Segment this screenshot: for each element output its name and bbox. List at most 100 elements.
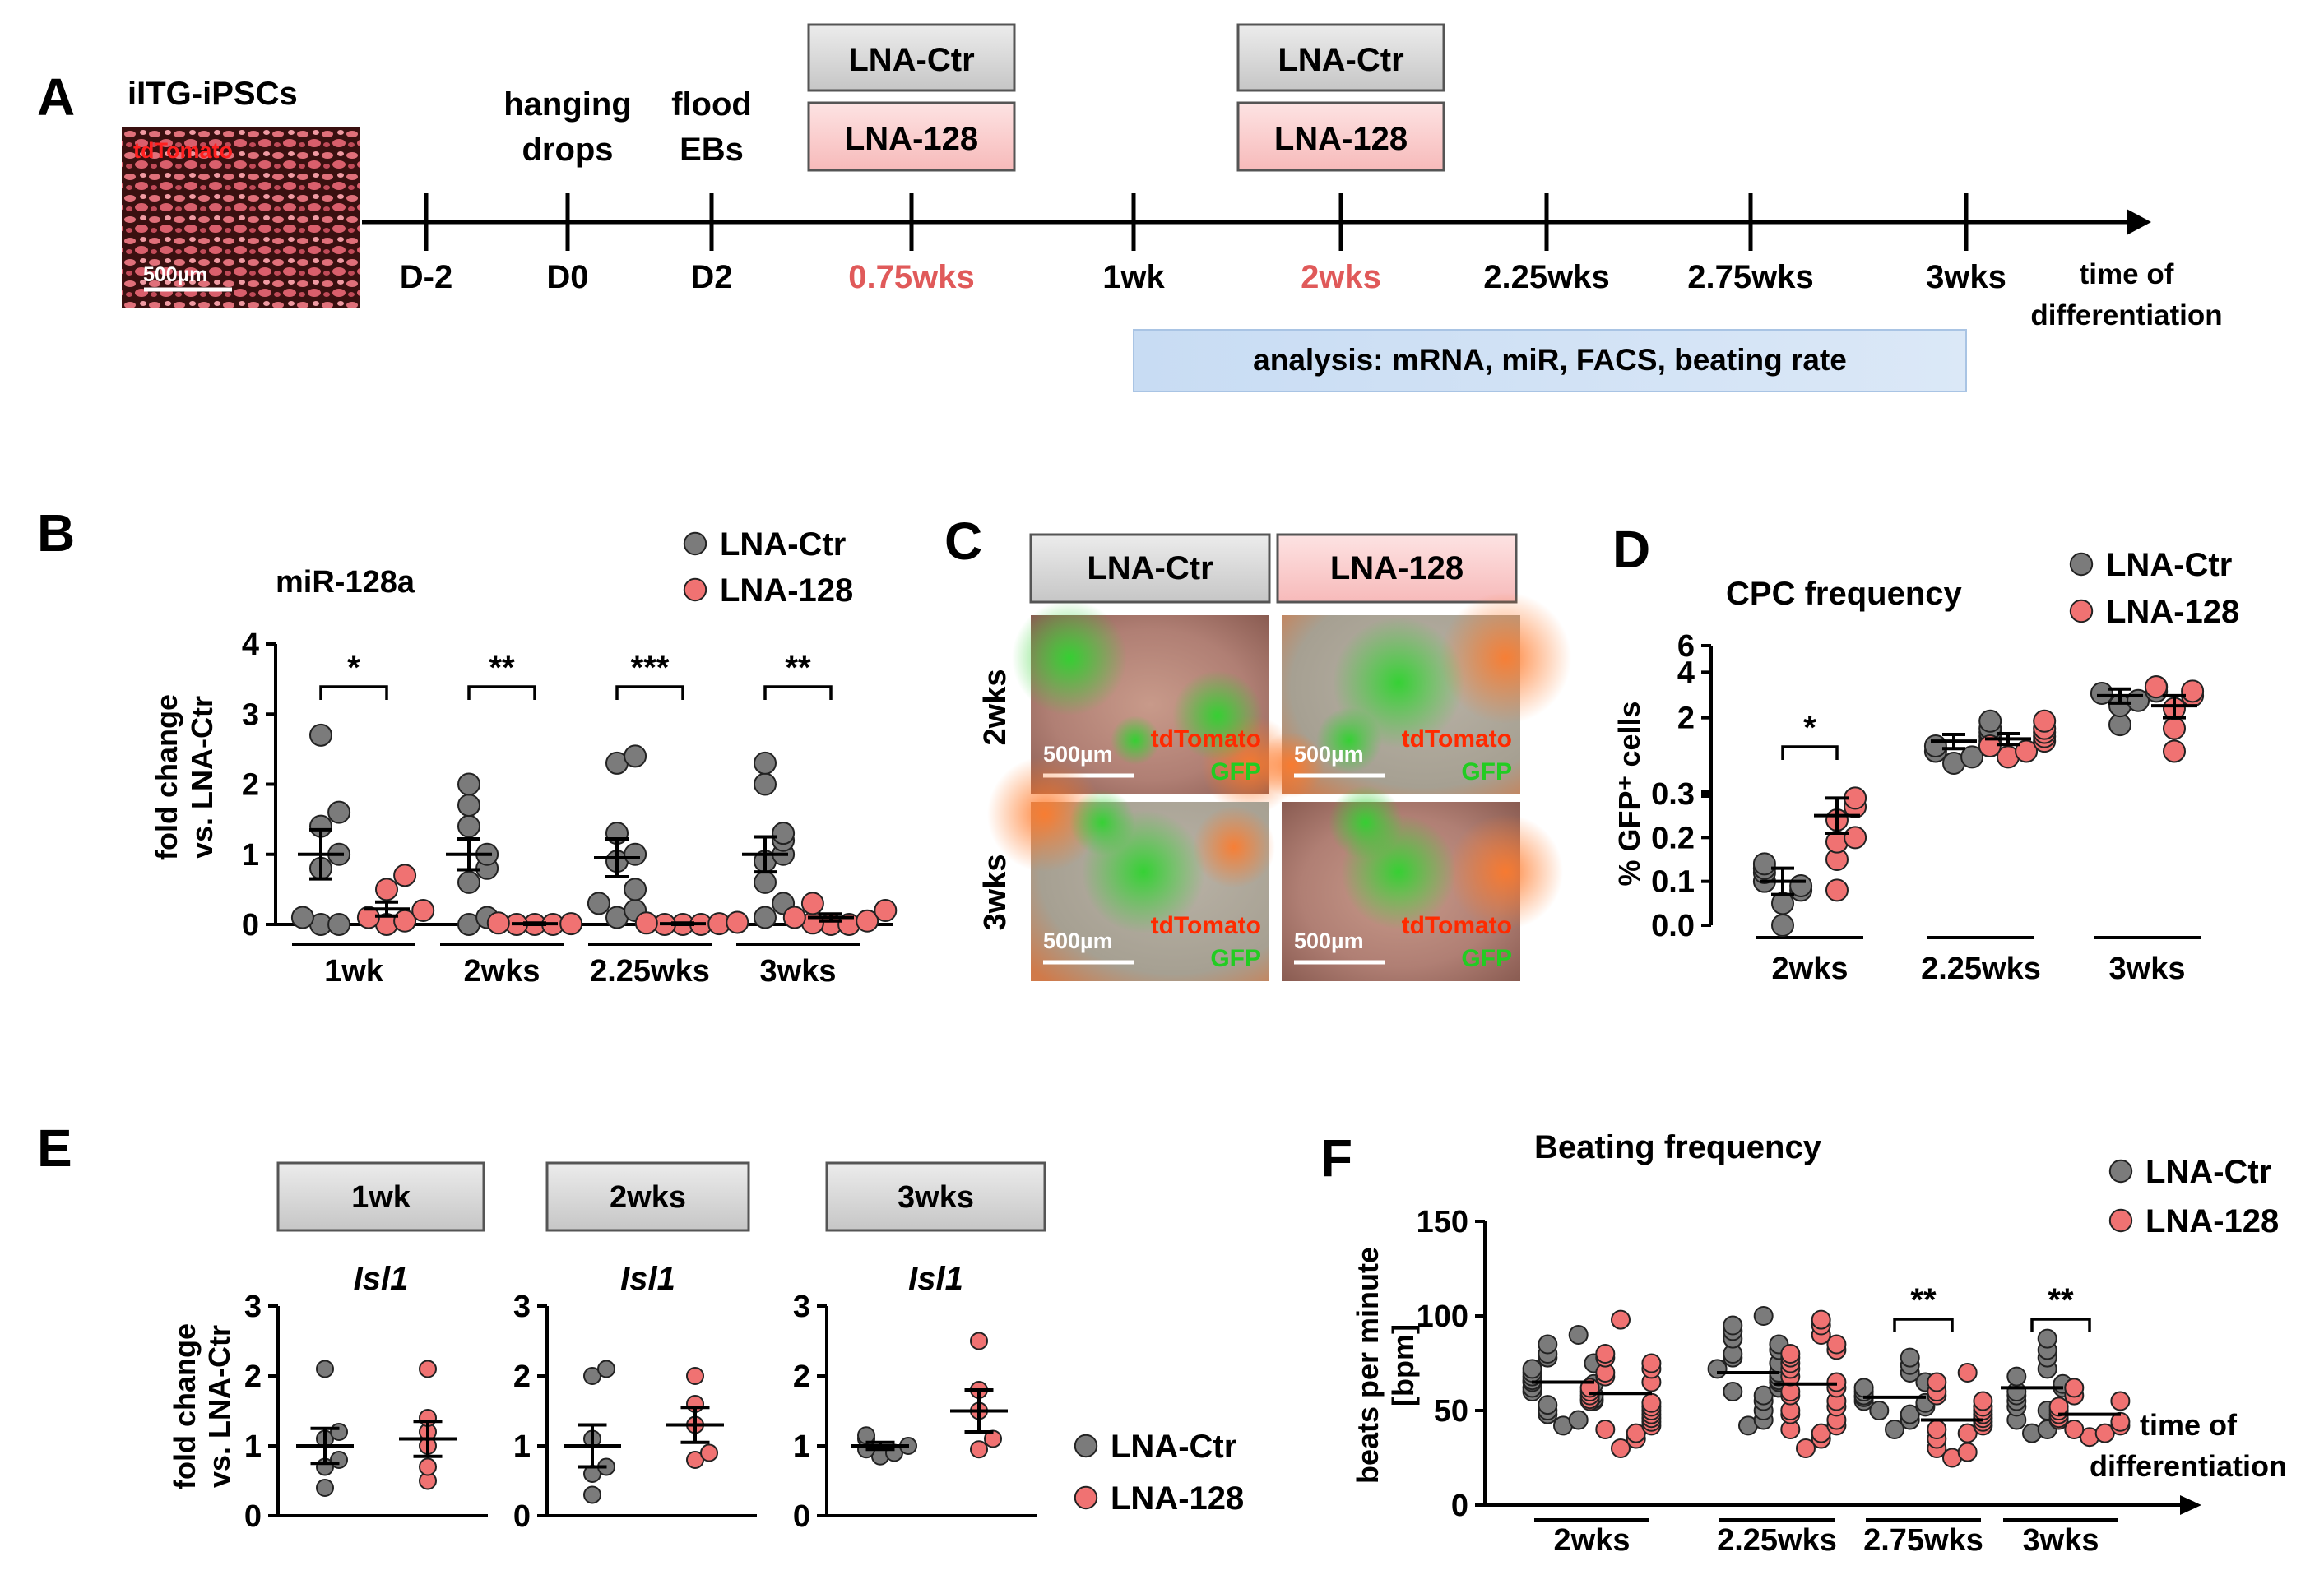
treatment-box-lna-label: LNA-128 xyxy=(845,121,978,157)
treatment-box-lna-label: LNA-128 xyxy=(1274,121,1408,157)
chart-b-point-ctr xyxy=(327,913,351,936)
treatment-box-ctr-label: LNA-Ctr xyxy=(848,42,974,78)
treatment-box-lna xyxy=(807,101,1016,172)
micro-tdtomato-region xyxy=(1259,732,1324,798)
panel-f-axis-label-1: time of xyxy=(2140,1408,2238,1442)
timeline-tick-label: 2.25wks xyxy=(1483,259,1609,295)
micro-gfp-label: GFP xyxy=(1461,945,1512,972)
chart-b-significance-label: *** xyxy=(631,650,670,686)
chart-f-point-lna xyxy=(1811,1309,1831,1330)
chart-f-legend-marker xyxy=(2108,1208,2133,1233)
micro-gfp-region xyxy=(1172,670,1263,761)
treatment-box-ctr xyxy=(807,23,1016,92)
micro-tdtomato-region xyxy=(987,757,1102,872)
chart-e-point-ctr xyxy=(330,1451,348,1469)
chart-b-category-label: 2wks xyxy=(464,954,540,989)
timeline-tick-label: 1wk xyxy=(1102,259,1165,295)
chart-f: 0 50 100 150 2wks 2.25wks 2.75wks ** 3wks ** LNA-C… xyxy=(1417,1154,2280,1558)
chart-e-ytick-label: 3 xyxy=(244,1290,262,1324)
chart-b-legend-marker xyxy=(683,531,707,556)
chart-f-point-ctr xyxy=(1723,1382,1743,1401)
treatment-boxes: LNA-Ctr LNA-128 LNA-Ctr LNA-128 xyxy=(807,23,1445,172)
chart-f-point-lna xyxy=(1611,1438,1631,1458)
chart-b-category-label: 2.25wks xyxy=(590,954,710,989)
analysis-bar xyxy=(1133,329,1967,392)
chart-e-header-box xyxy=(276,1161,485,1232)
panel-c-row-3wks: 3wks xyxy=(978,855,1013,931)
micro-scale-label: 500µm xyxy=(1294,929,1364,953)
chart-b-legend-marker xyxy=(683,577,707,602)
chart-b-point-ctr xyxy=(309,723,332,747)
chart-b-point-ctr xyxy=(587,892,610,915)
chart-d-point-ctr xyxy=(1978,709,2002,733)
ipsc-scale-label: 500µm xyxy=(143,263,207,286)
chart-f-legend-label: LNA-Ctr xyxy=(2145,1154,2271,1190)
chart-b-point-ctr xyxy=(624,878,647,901)
chart-e-point-ctr xyxy=(316,1479,334,1497)
chart-e-gene-label: Isl1 xyxy=(620,1261,675,1297)
chart-f-point-lna xyxy=(1927,1420,1947,1439)
chart-b-point-ctr xyxy=(457,870,480,894)
panel-e-letter: E xyxy=(37,1119,72,1178)
chart-b-point-lna xyxy=(800,892,824,915)
chart-d-legend-marker xyxy=(2069,599,2094,623)
chart-d-significance-label: * xyxy=(1803,710,1816,746)
treatment-box-ctr xyxy=(1236,23,1445,92)
chart-d-point-lna xyxy=(2181,679,2205,703)
chart-e-point-lna xyxy=(419,1457,437,1476)
chart-b-point-lna xyxy=(874,898,898,922)
chart-e-point-lna xyxy=(686,1451,704,1469)
chart-f-category-label: 2wks xyxy=(1554,1523,1631,1558)
panel-b-letter: B xyxy=(37,503,75,563)
chart-e-ytick-label: 2 xyxy=(793,1360,810,1394)
panel-a-letter: A xyxy=(37,67,75,127)
chart-d-ytick-label: 0.2 xyxy=(1651,821,1695,855)
panel-f-title: Beating frequency xyxy=(1534,1129,1822,1165)
timeline-axis-label-1: time of xyxy=(2080,258,2174,290)
chart-b-point-lna xyxy=(393,864,417,887)
timeline-tick-label: 2wks xyxy=(1301,259,1381,295)
ipsc-image xyxy=(122,127,360,308)
chart-e-header-label: 3wks xyxy=(898,1180,974,1215)
chart-b-ytick-label: 2 xyxy=(242,768,259,803)
timeline-tick-label: D0 xyxy=(546,259,588,295)
chart-e-ytick-label: 3 xyxy=(793,1290,810,1324)
micro-gfp-label: GFP xyxy=(1210,758,1261,785)
chart-d-ytick-label: 0.0 xyxy=(1651,909,1695,943)
chart-d-ytick-label: 4 xyxy=(1677,655,1695,690)
timeline-step-upper: flood xyxy=(671,86,752,123)
chart-e-point-lna xyxy=(419,1360,437,1378)
panel-e-ylabel-2: vs. LNA-Ctr xyxy=(202,1325,236,1488)
chart-f-point-lna xyxy=(2064,1420,2085,1439)
chart-e-header-label: 1wk xyxy=(351,1180,411,1215)
micro-scale-label: 500µm xyxy=(1294,742,1364,767)
chart-d-ytick-label: 2 xyxy=(1677,702,1695,736)
panel-c-header-ctr xyxy=(1029,533,1271,604)
chart-e-ytick-label: 3 xyxy=(513,1290,531,1324)
chart-d-point-ctr xyxy=(2090,682,2113,706)
panel-d-title: CPC frequency xyxy=(1726,576,1962,612)
panel-f-axis-label-2: differentiation xyxy=(2090,1449,2287,1483)
chart-f-point-ctr xyxy=(1538,1395,1558,1415)
micro-tdtomato-label: tdTomato xyxy=(1402,912,1512,939)
chart-b-point-ctr xyxy=(772,822,796,845)
panel-a: A iITG-iPSCs tdTomato 500µm D-2 hanging dr… xyxy=(37,23,2223,392)
chart-f-point-lna xyxy=(1796,1438,1816,1458)
chart-b-significance xyxy=(319,685,388,700)
timeline-step-lower: drops xyxy=(522,132,613,168)
micro-tdtomato-label: tdTomato xyxy=(1402,725,1512,753)
chart-e-gene-label: Isl1 xyxy=(354,1261,409,1297)
treatment-box-ctr-label: LNA-Ctr xyxy=(1278,42,1403,78)
chart-b-significance-label: * xyxy=(347,650,360,686)
chart-f-category-label: 2.25wks xyxy=(1717,1523,1837,1558)
chart-f-point-ctr xyxy=(1753,1306,1774,1326)
chart-b-point-ctr xyxy=(754,751,777,775)
chart-e-point-ctr xyxy=(583,1367,601,1385)
chart-f-point-ctr xyxy=(1723,1315,1743,1336)
chart-f-point-ctr xyxy=(1522,1359,1542,1379)
chart-e: 1wk Isl1 0 1 2 3 2wks Isl1 0 1 2 3 3wks Isl1 0 1 2 3 LNA-C… xyxy=(244,1161,1244,1534)
chart-d-point-lna xyxy=(2144,675,2168,699)
timeline-tick-label: 3wks xyxy=(1926,259,2006,295)
chart-b: 0 1 2 3 4 1wk * 2wks ** 2.25wks *** 3wks ** LNA-Ctr LN… xyxy=(242,526,898,989)
panel-c-header-ctr-label: LNA-Ctr xyxy=(1087,550,1213,586)
